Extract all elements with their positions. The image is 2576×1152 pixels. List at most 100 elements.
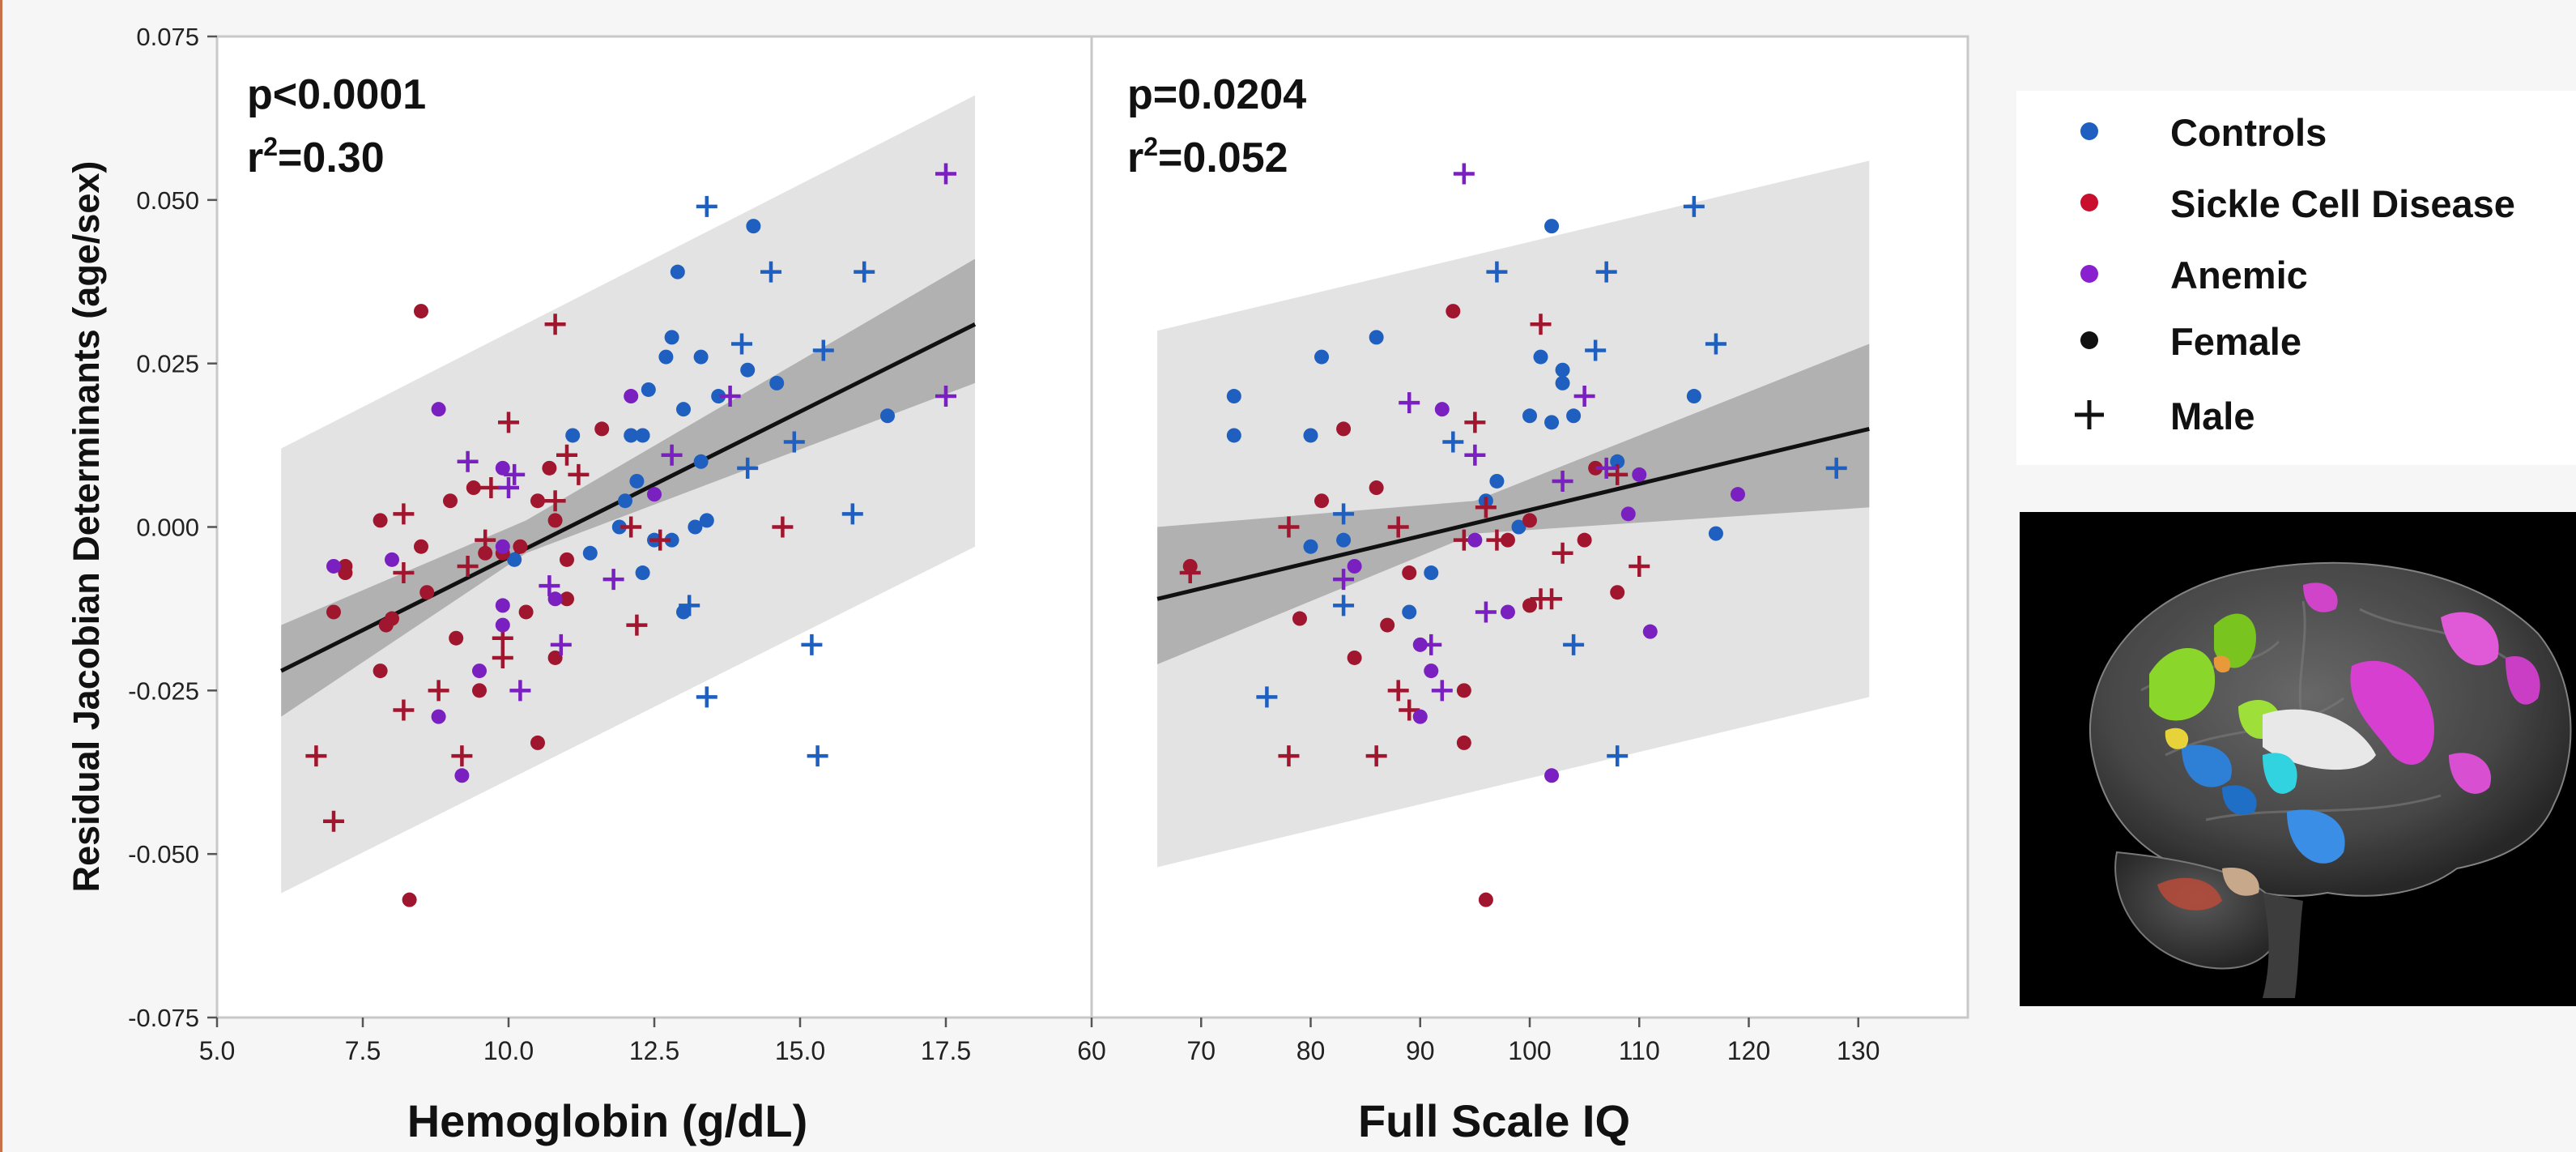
data-point-scd-male	[568, 463, 590, 485]
data-point-scd-male	[1399, 699, 1420, 721]
data-point-controls-female	[693, 454, 709, 469]
data-point-scd-female	[1588, 460, 1603, 476]
hemoglobin-x-label: Hemoglobin (g/dL)	[407, 1095, 808, 1146]
data-point-scd-female	[1402, 565, 1417, 581]
data-point-controls-male	[1607, 745, 1629, 767]
data-point-controls-female	[693, 349, 709, 365]
data-point-scd-female	[1380, 617, 1395, 633]
data-point-controls-male	[696, 195, 717, 217]
data-point-scd-female	[1478, 892, 1493, 907]
confidence-band	[1157, 343, 1870, 665]
data-point-scd-female	[547, 650, 563, 665]
data-point-controls-male	[854, 261, 875, 283]
data-point-controls-female	[670, 264, 685, 279]
legend-label: Sickle Cell Disease	[2170, 182, 2515, 225]
data-point-scd-male	[1629, 555, 1650, 577]
data-point-scd-male	[323, 810, 344, 832]
data-point-controls-female	[1303, 428, 1318, 443]
data-point-scd-male	[1464, 412, 1486, 433]
x-tick-label: 15.0	[775, 1036, 825, 1065]
data-point-anemic-male	[1431, 680, 1453, 702]
data-point-anemic-male	[539, 575, 560, 597]
data-point-controls-female	[611, 519, 627, 535]
data-point-controls-female	[1555, 362, 1570, 378]
data-point-scd-female	[449, 630, 464, 646]
data-point-controls-female	[1402, 604, 1417, 620]
legend-item-female: Female	[2016, 308, 2576, 373]
data-point-scd-male	[393, 562, 415, 584]
data-point-scd-female	[373, 663, 388, 679]
magenta-region	[2350, 660, 2434, 765]
data-point-controls-female	[769, 375, 785, 390]
data-point-controls-female	[635, 428, 650, 443]
magenta-region	[2506, 656, 2540, 705]
data-point-scd-female	[1314, 493, 1330, 509]
data-point-scd-male	[544, 314, 566, 335]
data-point-controls-male	[1333, 595, 1355, 617]
fsiq-r2-value: r2=0.052	[1127, 132, 1288, 181]
fsiq-panel	[1090, 35, 1969, 1019]
data-point-controls-female	[699, 513, 714, 528]
data-point-controls-female	[582, 545, 598, 561]
magenta-region	[2441, 612, 2499, 666]
data-point-anemic-female	[1467, 532, 1483, 548]
data-point-controls-female	[1555, 375, 1570, 390]
data-point-scd-male	[649, 529, 671, 551]
data-point-anemic-male	[504, 463, 526, 485]
data-point-scd-female	[338, 565, 353, 581]
data-point-scd-male	[1475, 497, 1497, 518]
data-point-scd-male	[451, 745, 473, 767]
data-point-scd-male	[428, 680, 449, 702]
data-point-controls-male	[1486, 261, 1508, 283]
anemic-dot-icon	[2080, 265, 2098, 283]
data-point-controls-female	[688, 519, 703, 535]
data-point-anemic-female	[326, 558, 341, 574]
data-point-controls-female	[664, 330, 679, 345]
y-tick-label: 0.075	[136, 23, 199, 51]
data-point-scd-female	[1500, 532, 1515, 548]
data-point-anemic-female	[1347, 558, 1362, 574]
data-point-controls-female	[740, 362, 756, 378]
legend-label: Male	[2170, 395, 2255, 437]
data-point-controls-female	[1303, 539, 1318, 554]
male-plus-icon	[2075, 400, 2104, 429]
brain-illustration	[2088, 561, 2572, 998]
data-point-scd-male	[1387, 516, 1409, 538]
data-point-anemic-male	[1399, 392, 1420, 414]
y-axis-label: Residual Jacobian Determinants (age/sex)	[66, 161, 107, 893]
left-edge-border	[0, 0, 2, 1152]
data-point-anemic-male	[1595, 457, 1617, 479]
data-point-scd-male	[457, 555, 479, 577]
data-point-controls-female	[880, 408, 895, 424]
data-point-scd-female	[1522, 598, 1537, 613]
data-point-controls-female	[1424, 565, 1439, 581]
data-point-controls-female	[1544, 415, 1560, 430]
data-point-controls-female	[664, 532, 679, 548]
data-point-controls-female	[1566, 408, 1582, 424]
data-point-controls-female	[1544, 219, 1560, 234]
data-point-scd-female	[1522, 513, 1537, 528]
r2-number: =0.052	[1158, 134, 1288, 181]
data-point-controls-male	[1563, 634, 1585, 655]
data-point-controls-male	[1333, 503, 1355, 525]
x-tick-label: 110	[1619, 1036, 1660, 1065]
data-point-scd-male	[1530, 314, 1552, 335]
data-point-scd-male	[1552, 542, 1573, 564]
r2-superscript: 2	[263, 132, 278, 161]
x-tick-label: 7.5	[345, 1036, 381, 1065]
data-point-scd-male	[305, 745, 327, 767]
data-point-controls-male	[807, 745, 828, 767]
green-region	[2149, 647, 2216, 721]
data-point-scd-female	[373, 513, 388, 528]
data-point-scd-female	[542, 460, 557, 476]
fsiq-x-label: Full Scale IQ	[1358, 1095, 1630, 1146]
data-point-scd-male	[492, 646, 513, 668]
data-point-scd-female	[530, 735, 545, 750]
red-cerebellar-region	[2157, 877, 2222, 911]
data-point-controls-male	[783, 431, 805, 453]
data-point-anemic-female	[495, 539, 510, 554]
data-point-controls-female	[1511, 519, 1526, 535]
data-point-controls-male	[760, 261, 781, 283]
data-point-anemic-female	[495, 598, 510, 613]
data-point-anemic-female	[1642, 624, 1658, 639]
